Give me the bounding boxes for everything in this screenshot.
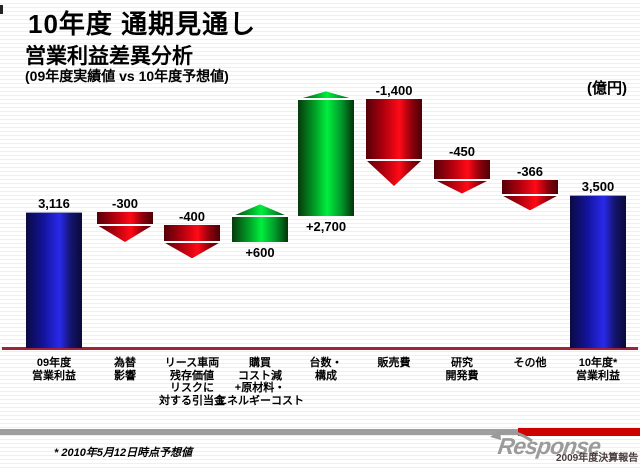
- value-label: -1,400: [375, 83, 413, 99]
- decrease-arrow-head: [97, 224, 153, 242]
- axis-label-line: 10年度*: [578, 357, 618, 369]
- axis-label-line: リース車両: [164, 357, 220, 369]
- axis-label-line: 影響: [114, 369, 136, 382]
- value-label: -450: [448, 144, 476, 159]
- arrow-separator: [232, 215, 288, 218]
- footer-red-band: [518, 428, 640, 436]
- waterfall-delta-body: [434, 160, 490, 180]
- value-label: 3,500: [581, 179, 615, 195]
- waterfall-delta-body: [298, 99, 354, 217]
- unit-label: (億円): [587, 80, 627, 97]
- decrease-arrow-head: [164, 242, 220, 259]
- watermark-swoosh-arrow-icon: [490, 430, 533, 443]
- waterfall-total-bar: [26, 212, 82, 348]
- increase-arrow-head: [298, 91, 354, 100]
- decrease-arrow-head: [366, 160, 422, 186]
- axis-category-label: 研究 開発費: [412, 357, 512, 382]
- axis-label-line: エネルギーコスト: [216, 394, 304, 407]
- chart-subtitle: 営業利益差異分析: [25, 45, 193, 68]
- decrease-arrow-head: [434, 179, 490, 194]
- axis-label-line: 09年度: [36, 357, 72, 369]
- waterfall-delta-body: [502, 179, 558, 196]
- footnote: * 2010年5月12日時点予想値: [54, 447, 193, 459]
- x-axis-line: [2, 347, 638, 350]
- arrow-separator: [434, 178, 490, 181]
- axis-label-line: 研究: [451, 357, 473, 369]
- axis-label-line: 販売費: [377, 357, 411, 369]
- axis-category-label: 台数・ 構成: [276, 357, 376, 382]
- axis-label-line: その他: [513, 357, 547, 369]
- axis-label-line: コスト減: [238, 369, 282, 382]
- value-label: -366: [516, 163, 544, 179]
- footer-gray-band: [0, 429, 518, 435]
- axis-category-label: 10年度* 営業利益: [548, 357, 640, 382]
- axis-label-line: リスクに: [170, 382, 214, 394]
- axis-label-line: 営業利益: [32, 369, 76, 382]
- axis-label-line: 対する引当金: [159, 394, 225, 407]
- axis-label-line: +原材料・: [234, 382, 286, 394]
- waterfall-delta-body: [232, 216, 288, 243]
- decrease-arrow-head: [502, 195, 558, 211]
- arrow-separator: [97, 223, 153, 226]
- waterfall-delta-body: [164, 224, 220, 243]
- axis-category-label: リース車両 残存価値 リスクに 対する引当金: [142, 357, 242, 407]
- report-label: 2009年度決算報告: [556, 453, 639, 464]
- waterfall-delta-body: [97, 212, 153, 225]
- waterfall-delta-body: [366, 99, 422, 160]
- waterfall-total-bar: [570, 195, 626, 348]
- page-title: 10年度 通期見通し: [28, 9, 257, 39]
- axis-category-label: 為替 影響: [75, 357, 175, 382]
- axis-label-line: 残存価値: [170, 369, 214, 382]
- arrow-separator: [298, 98, 354, 101]
- axis-category-label: 09年度 営業利益: [4, 357, 104, 382]
- value-label: -300: [111, 196, 139, 211]
- axis-category-label: その他: [480, 357, 580, 370]
- axis-label-line: 台数・: [309, 357, 343, 369]
- corner-mark: [0, 5, 3, 14]
- axis-category-label: 購買 コスト減 +原材料・ エネルギーコスト: [210, 357, 310, 407]
- axis-category-label: 販売費: [344, 357, 444, 370]
- arrow-separator: [164, 241, 220, 244]
- arrow-separator: [366, 159, 422, 161]
- comparison-note: (09年度実績値 vs 10年度予想値): [25, 68, 229, 84]
- axis-label-line: 開発費: [445, 369, 479, 382]
- value-label: +2,700: [305, 219, 347, 235]
- value-label: +600: [245, 245, 275, 261]
- axis-label-line: 営業利益: [576, 369, 620, 382]
- axis-label-line: 為替: [114, 357, 136, 369]
- axis-label-line: 構成: [315, 369, 337, 382]
- arrow-separator: [502, 194, 558, 197]
- value-label: 3,116: [38, 196, 70, 211]
- value-label: -400: [178, 208, 206, 224]
- axis-label-line: 購買: [249, 357, 271, 369]
